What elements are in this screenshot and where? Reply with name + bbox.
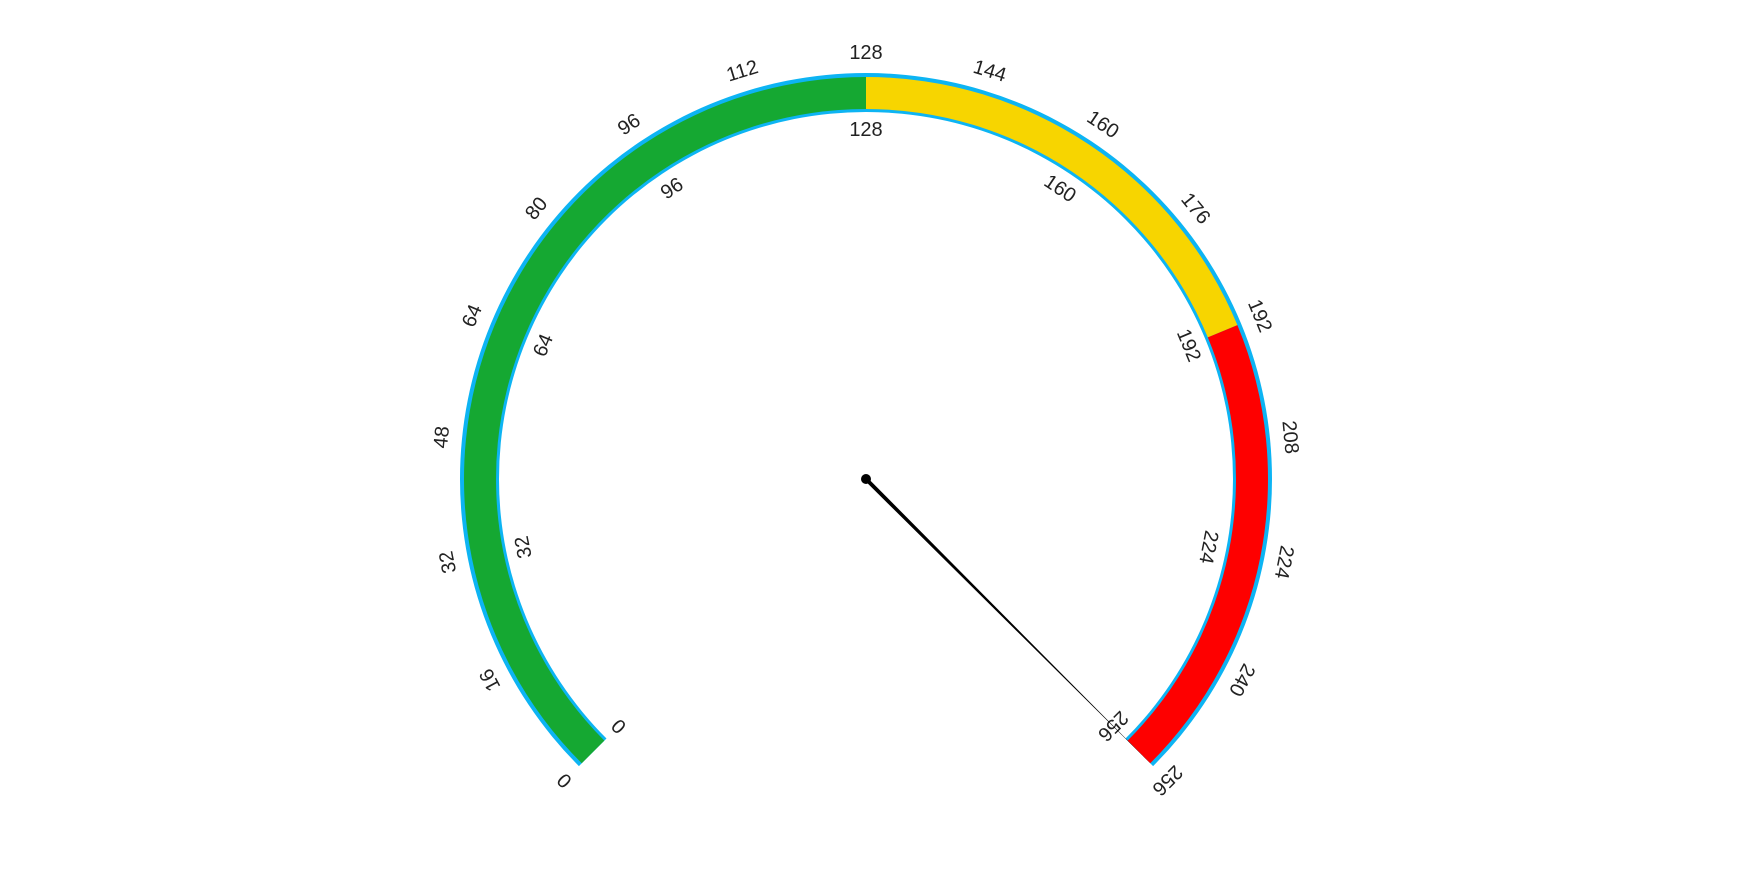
- outer-tick-label-192: 192: [1243, 296, 1276, 335]
- inner-tick-label-128: 128: [849, 119, 882, 141]
- gauge-needle: [864, 477, 1151, 764]
- outer-tick-label-32: 32: [435, 549, 461, 575]
- gauge-border: [460, 72, 1273, 767]
- inner-tick-label-224: 224: [1194, 529, 1222, 566]
- outer-tick-label-144: 144: [970, 56, 1008, 87]
- gauge-band-2: [1127, 325, 1268, 764]
- gauge-band-0: [464, 77, 866, 764]
- inner-tick-label-32: 32: [511, 534, 537, 560]
- gauge-outline: [460, 72, 1273, 767]
- outer-tick-label-112: 112: [724, 56, 761, 86]
- outer-tick-label-208: 208: [1277, 420, 1302, 455]
- inner-tick-label-0: 0: [608, 714, 631, 737]
- outer-tick-label-96: 96: [614, 109, 645, 140]
- outer-tick-label-256: 256: [1148, 761, 1187, 800]
- gauge-needle-group: [861, 474, 1151, 764]
- outer-tick-label-176: 176: [1176, 189, 1214, 229]
- gauge-bands: [464, 77, 1268, 764]
- outer-tick-label-128: 128: [849, 42, 882, 64]
- inner-tick-label-64: 64: [529, 331, 558, 360]
- outer-tick-label-224: 224: [1270, 544, 1298, 581]
- outer-tick-label-64: 64: [458, 301, 487, 330]
- gauge-needle-hub: [861, 474, 871, 484]
- outer-tick-label-160: 160: [1083, 106, 1123, 143]
- outer-tick-label-16: 16: [475, 665, 505, 695]
- inner-tick-labels: 0326496128160192224256: [511, 119, 1223, 745]
- inner-tick-label-96: 96: [657, 173, 688, 204]
- outer-tick-label-240: 240: [1224, 660, 1259, 700]
- outer-tick-label-48: 48: [430, 425, 454, 449]
- inner-tick-label-192: 192: [1172, 326, 1205, 365]
- outer-tick-label-80: 80: [521, 193, 552, 224]
- gauge-band-1: [866, 77, 1238, 338]
- outer-tick-label-0: 0: [553, 769, 576, 792]
